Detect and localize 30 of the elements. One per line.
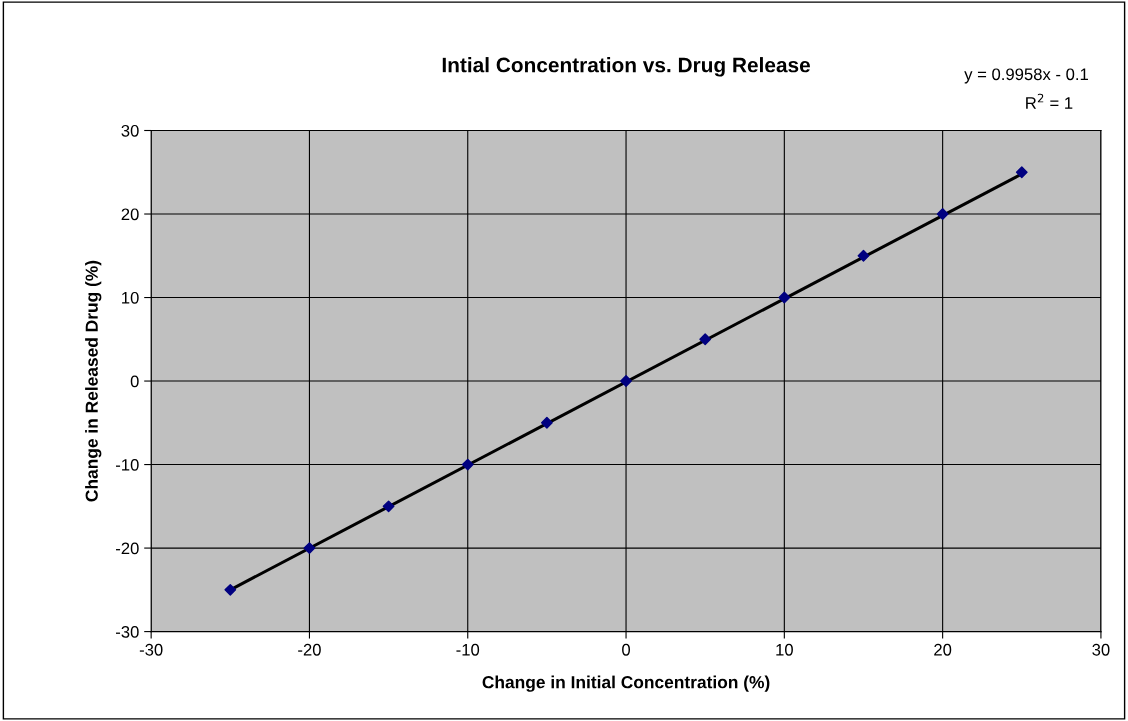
- point: [857, 249, 870, 262]
- text: y = 0.9958x - 0.1: [964, 68, 1088, 84]
- text: R$^{2}$ = 1: [1026, 93, 1073, 109]
- x-tick-label: 20: [934, 643, 952, 656]
- x-axis-title: Change in Initial Concentration (%): [482, 675, 770, 692]
- chart-title: Intial Concentration vs. Drug Release: [442, 57, 810, 77]
- x-tick-label: 10: [776, 643, 793, 656]
- y-tick-label: -20: [116, 542, 139, 555]
- x-tick-label: 0: [622, 643, 631, 656]
- y-tick-label: 30: [121, 124, 139, 137]
- point: [1015, 166, 1028, 179]
- y-tick-label: -30: [116, 626, 139, 638]
- y-tick-label: 20: [121, 208, 139, 221]
- point: [461, 458, 474, 471]
- y-tick-label: 0: [130, 375, 139, 388]
- y-tick-label: 10: [122, 291, 139, 304]
- point: [382, 500, 395, 513]
- point: [778, 291, 791, 304]
- point: [936, 208, 949, 220]
- point: [540, 416, 553, 429]
- x-tick-label: -30: [139, 643, 163, 656]
- x-tick-label: -20: [298, 643, 321, 656]
- point: [224, 583, 237, 596]
- y-axis-title: Change in Released Drug (%): [85, 260, 102, 502]
- point: [303, 542, 316, 554]
- y-tick-label: -10: [116, 458, 139, 471]
- point: [620, 375, 632, 387]
- x-tick-label: 30: [1092, 643, 1110, 656]
- point: [699, 333, 712, 346]
- x-tick-label: -10: [456, 643, 480, 656]
